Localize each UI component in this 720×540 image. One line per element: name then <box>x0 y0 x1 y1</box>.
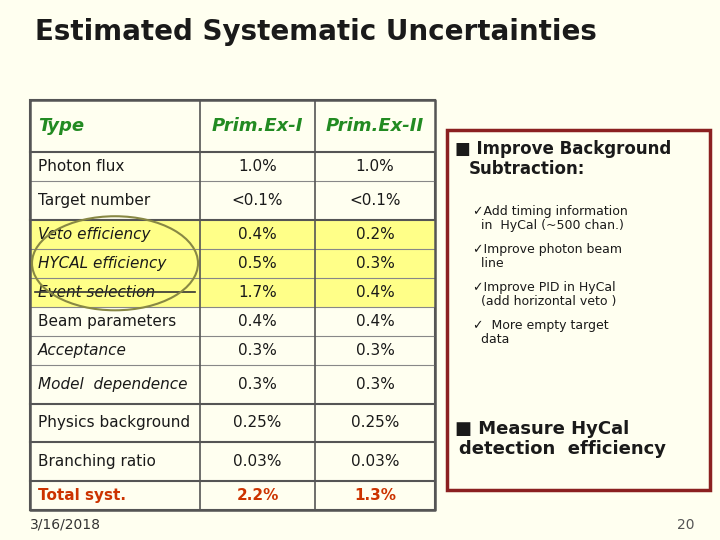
Text: ✓  More empty target: ✓ More empty target <box>473 319 608 332</box>
Text: 0.03%: 0.03% <box>351 454 400 469</box>
Text: 0.3%: 0.3% <box>356 377 395 392</box>
Text: Estimated Systematic Uncertainties: Estimated Systematic Uncertainties <box>35 18 597 46</box>
Text: Veto efficiency: Veto efficiency <box>38 227 150 242</box>
Text: ■ Improve Background: ■ Improve Background <box>455 140 671 158</box>
Text: 0.4%: 0.4% <box>356 285 395 300</box>
Bar <box>30 249 435 278</box>
Text: Prim.Ex-II: Prim.Ex-II <box>326 117 424 135</box>
Text: line: line <box>473 257 503 270</box>
Text: 0.2%: 0.2% <box>356 227 395 242</box>
Bar <box>447 130 710 490</box>
Text: ✓Improve PID in HyCal: ✓Improve PID in HyCal <box>473 281 616 294</box>
Text: 1.3%: 1.3% <box>354 488 396 503</box>
Text: 0.3%: 0.3% <box>238 343 277 358</box>
Text: ✓Add timing information: ✓Add timing information <box>473 205 628 218</box>
Text: 1.0%: 1.0% <box>238 159 277 174</box>
Text: Subtraction:: Subtraction: <box>469 160 585 178</box>
Text: Model  dependence: Model dependence <box>38 377 187 392</box>
Bar <box>30 220 435 249</box>
Text: ■ Measure HyCal: ■ Measure HyCal <box>455 420 629 438</box>
Bar <box>30 100 435 510</box>
Text: detection  efficiency: detection efficiency <box>459 440 666 458</box>
Text: Acceptance: Acceptance <box>38 343 127 358</box>
Text: 0.25%: 0.25% <box>351 415 399 430</box>
Text: Event selection: Event selection <box>38 285 155 300</box>
Text: Beam parameters: Beam parameters <box>38 314 176 329</box>
Text: Branching ratio: Branching ratio <box>38 454 156 469</box>
Text: 0.25%: 0.25% <box>233 415 282 430</box>
Text: Total syst.: Total syst. <box>38 488 126 503</box>
Text: (add horizontal veto ): (add horizontal veto ) <box>473 295 616 308</box>
Text: 0.3%: 0.3% <box>238 377 277 392</box>
Text: 3/16/2018: 3/16/2018 <box>30 518 101 532</box>
Text: Type: Type <box>38 117 84 135</box>
Text: 2.2%: 2.2% <box>236 488 279 503</box>
Text: data: data <box>473 333 509 346</box>
Bar <box>30 278 435 307</box>
Text: in  HyCal (~500 chan.): in HyCal (~500 chan.) <box>473 219 624 232</box>
Text: <0.1%: <0.1% <box>232 193 283 208</box>
Text: 20: 20 <box>678 518 695 532</box>
Text: 0.4%: 0.4% <box>238 227 277 242</box>
Text: Target number: Target number <box>38 193 150 208</box>
Text: 0.3%: 0.3% <box>356 343 395 358</box>
Text: 1.7%: 1.7% <box>238 285 277 300</box>
Text: HYCAL efficiency: HYCAL efficiency <box>38 256 166 271</box>
Text: ✓Improve photon beam: ✓Improve photon beam <box>473 243 622 256</box>
Text: 1.0%: 1.0% <box>356 159 395 174</box>
Text: 0.4%: 0.4% <box>238 314 277 329</box>
Text: 0.4%: 0.4% <box>356 314 395 329</box>
Bar <box>30 100 435 152</box>
Text: Prim.Ex-I: Prim.Ex-I <box>212 117 303 135</box>
Text: <0.1%: <0.1% <box>349 193 401 208</box>
Text: Physics background: Physics background <box>38 415 190 430</box>
Text: 0.3%: 0.3% <box>356 256 395 271</box>
Text: 0.5%: 0.5% <box>238 256 277 271</box>
Text: Photon flux: Photon flux <box>38 159 125 174</box>
Text: 0.03%: 0.03% <box>233 454 282 469</box>
